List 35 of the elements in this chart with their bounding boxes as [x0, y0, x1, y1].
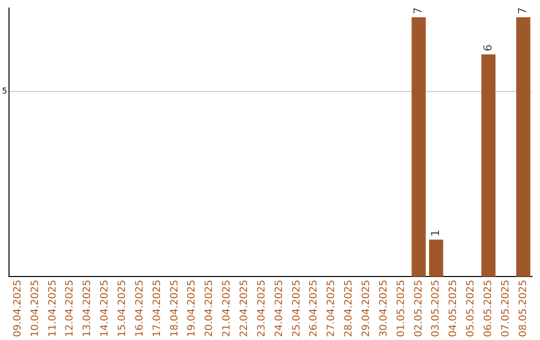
data-label: 7 — [412, 7, 425, 14]
data-label: 1 — [428, 230, 442, 237]
x-tick-label: 09.04.2025 — [12, 280, 24, 338]
x-tick-label: 07.05.2025 — [500, 280, 512, 338]
x-tick-label: 03.05.2025 — [430, 280, 442, 338]
x-tick-label: 20.04.2025 — [204, 280, 216, 338]
x-tick-label: 24.04.2025 — [274, 280, 285, 338]
x-tick-label: 01.05.2025 — [396, 280, 407, 338]
x-tick-label: 15.04.2025 — [116, 280, 128, 338]
x-tick-label: 29.04.2025 — [361, 280, 372, 338]
x-tick-label: 19.04.2025 — [186, 280, 198, 338]
x-tick-label: 16.04.2025 — [134, 280, 146, 338]
x-tick-label: 08.05.2025 — [518, 280, 529, 338]
x-tick-label: 05.05.2025 — [466, 280, 477, 338]
x-tick-label: 30.04.2025 — [378, 280, 390, 338]
x-tick-label: 18.04.2025 — [169, 280, 180, 338]
x-tick-label: 11.04.2025 — [47, 280, 58, 338]
data-label: 7 — [516, 7, 530, 14]
x-tick-label: 12.04.2025 — [64, 280, 76, 338]
x-tick-label: 17.04.2025 — [152, 280, 163, 338]
x-tick-label: 27.04.2025 — [326, 280, 338, 338]
x-tick-label: 21.04.2025 — [222, 280, 233, 338]
x-tick-label: 04.05.2025 — [448, 280, 460, 338]
x-tick-label: 26.04.2025 — [308, 280, 320, 338]
x-tick-label: 28.04.2025 — [344, 280, 355, 338]
x-tick-label: 22.04.2025 — [238, 280, 250, 338]
x-tick-label: 02.05.2025 — [413, 280, 424, 338]
x-tick-label: 10.04.2025 — [30, 280, 41, 338]
x-tick-label: 14.04.2025 — [100, 280, 111, 338]
x-tick-label: 25.04.2025 — [291, 280, 302, 338]
data-label: 6 — [481, 44, 494, 52]
x-tick-label: 23.04.2025 — [256, 280, 268, 338]
y-tick-label: 5 — [2, 86, 8, 96]
x-tick-label: 13.04.2025 — [82, 280, 94, 338]
x-tick-label: 06.05.2025 — [483, 280, 494, 338]
